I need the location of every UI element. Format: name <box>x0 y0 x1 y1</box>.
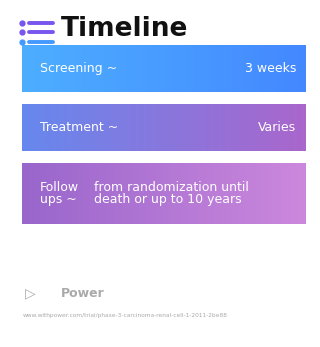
Text: Follow: Follow <box>40 181 79 194</box>
Text: Power: Power <box>61 287 105 300</box>
FancyBboxPatch shape <box>22 45 306 92</box>
Text: Varies: Varies <box>258 121 296 134</box>
Text: ▷: ▷ <box>25 286 36 300</box>
FancyBboxPatch shape <box>22 104 306 151</box>
Text: Treatment ~: Treatment ~ <box>40 121 118 134</box>
Text: Timeline: Timeline <box>61 17 188 42</box>
Text: 3 weeks: 3 weeks <box>244 62 296 75</box>
FancyBboxPatch shape <box>22 163 306 224</box>
Text: www.withpower.com/trial/phase-3-carcinoma-renal-cell-1-2011-2be88: www.withpower.com/trial/phase-3-carcinom… <box>22 313 228 318</box>
Text: from randomization until: from randomization until <box>94 181 249 194</box>
Text: Screening ~: Screening ~ <box>40 62 117 75</box>
Text: ups ~: ups ~ <box>40 193 77 205</box>
Text: death or up to 10 years: death or up to 10 years <box>94 193 242 205</box>
